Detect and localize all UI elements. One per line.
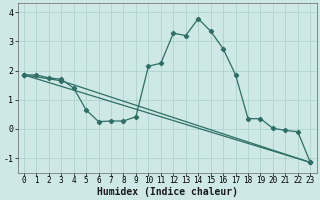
X-axis label: Humidex (Indice chaleur): Humidex (Indice chaleur) xyxy=(97,186,237,197)
